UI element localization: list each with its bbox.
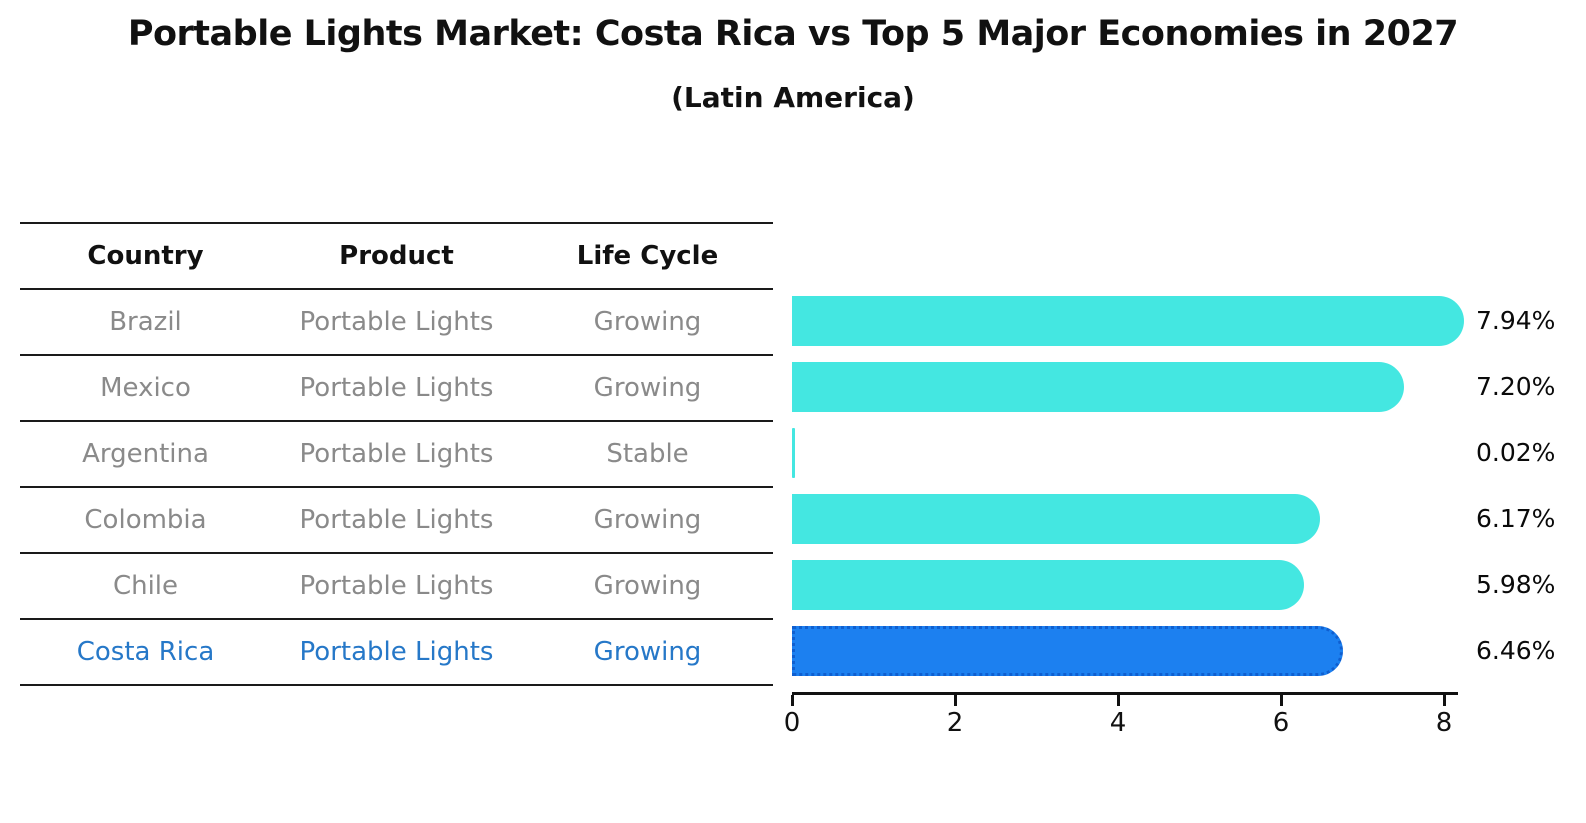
market-table-body: Brazil Portable Lights Growing Mexico Portab… [20, 290, 773, 686]
cell-product: Portable Lights [299, 571, 494, 601]
page-title: Portable Lights Market: Costa Rica vs To… [127, 14, 1459, 54]
x-axis-tick-label-8: 8 [1435, 708, 1453, 738]
cell-life-cycle: Growing [593, 637, 702, 667]
market-table: Country Product Life Cycle Brazil Portabl… [20, 222, 773, 686]
table-row-argentina: Argentina Portable Lights Stable [20, 422, 773, 488]
bar-argentina [792, 428, 795, 478]
x-axis-tick-4 [1116, 695, 1120, 706]
bar-value-label-argentina: 0.02% [1476, 438, 1556, 467]
cell-country: Argentina [82, 439, 209, 469]
table-header-row: Country Product Life Cycle [20, 224, 773, 290]
cell-product: Portable Lights [299, 307, 494, 337]
bar-value-label-chile: 5.98% [1476, 570, 1556, 599]
table-row-costa-rica: Costa Rica Portable Lights Growing [20, 620, 773, 686]
bar-value-label-mexico: 7.20% [1476, 372, 1556, 401]
cell-country: Colombia [84, 505, 207, 535]
cell-life-cycle: Stable [606, 439, 689, 469]
table-row-colombia: Colombia Portable Lights Growing [20, 488, 773, 554]
x-axis-tick-6 [1279, 695, 1283, 706]
x-axis-tick-label-0: 0 [783, 708, 801, 738]
x-axis-tick-8 [1442, 695, 1446, 706]
column-header-country: Country [87, 241, 204, 271]
table-row-brazil: Brazil Portable Lights Growing [20, 290, 773, 356]
cell-life-cycle: Growing [593, 505, 702, 535]
bar-value-label-colombia: 6.17% [1476, 504, 1556, 533]
bar-colombia [792, 494, 1320, 544]
table-row-mexico: Mexico Portable Lights Growing [20, 356, 773, 422]
bar-chile [792, 560, 1305, 610]
cell-country: Chile [112, 571, 179, 601]
bar-plot: 0 2 4 6 8 7.94% 7.20% 0.02% 6.17% 5.98% 6.46% [784, 222, 1586, 782]
x-axis-tick-0 [790, 695, 794, 706]
cell-product: Portable Lights [299, 637, 494, 667]
column-header-life-cycle: Life Cycle [576, 241, 719, 271]
bar-value-label-costa-rica: 6.46% [1476, 636, 1556, 665]
bar-costa-rica [792, 626, 1344, 676]
cell-life-cycle: Growing [593, 571, 702, 601]
cell-country: Costa Rica [76, 637, 215, 667]
page-subtitle: (Latin America) [671, 81, 915, 114]
bar-value-label-brazil: 7.94% [1476, 306, 1556, 335]
cell-product: Portable Lights [299, 439, 494, 469]
cell-life-cycle: Growing [593, 373, 702, 403]
x-axis-tick-label-4: 4 [1109, 708, 1127, 738]
cell-country: Mexico [100, 373, 191, 403]
bar-mexico [792, 362, 1404, 412]
table-row-chile: Chile Portable Lights Growing [20, 554, 773, 620]
bar-brazil [792, 296, 1465, 346]
cell-product: Portable Lights [299, 373, 494, 403]
cell-product: Portable Lights [299, 505, 494, 535]
x-axis-tick-label-6: 6 [1272, 708, 1290, 738]
x-axis-tick-2 [953, 695, 957, 706]
x-axis-tick-label-2: 2 [946, 708, 964, 738]
x-axis-line [792, 692, 1458, 695]
column-header-product: Product [339, 241, 454, 271]
cell-life-cycle: Growing [593, 307, 702, 337]
cell-country: Brazil [109, 307, 182, 337]
